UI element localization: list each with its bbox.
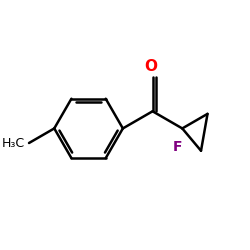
Text: F: F — [172, 140, 182, 154]
Text: H₃C: H₃C — [2, 136, 25, 149]
Text: O: O — [145, 59, 158, 74]
